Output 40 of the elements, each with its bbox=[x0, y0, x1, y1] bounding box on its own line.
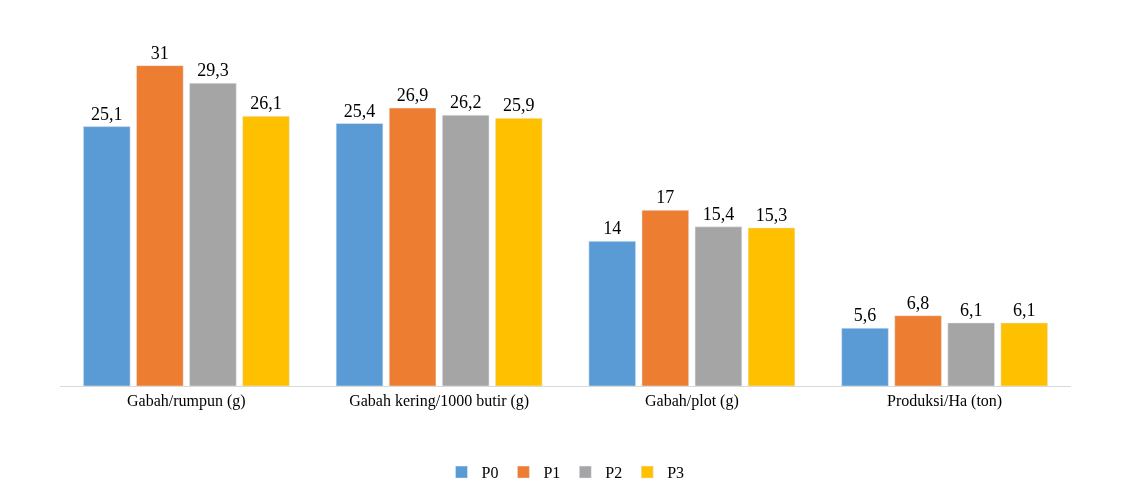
bar bbox=[894, 315, 942, 386]
data-label: 26,2 bbox=[449, 92, 482, 113]
bar bbox=[335, 123, 384, 386]
bar bbox=[388, 107, 437, 386]
x-tick-label: Produksi/Ha (ton) bbox=[887, 392, 1003, 411]
data-label: 14 bbox=[603, 218, 622, 239]
data-label: 6,1 bbox=[959, 299, 983, 320]
data-label: 25,9 bbox=[502, 95, 535, 116]
x-tick-label: Gabah/rumpun (g) bbox=[127, 392, 246, 411]
bar bbox=[694, 226, 743, 386]
bar bbox=[442, 114, 490, 386]
bar bbox=[841, 327, 889, 386]
data-label: 25,4 bbox=[343, 100, 376, 121]
x-tick-label: Gabah kering/1000 butir (g) bbox=[349, 392, 530, 411]
bar bbox=[947, 322, 995, 386]
data-label: 6,1 bbox=[1012, 299, 1036, 320]
bar bbox=[641, 210, 689, 386]
data-label: 25,1 bbox=[91, 103, 123, 124]
data-label: 31 bbox=[150, 42, 169, 63]
data-label: 6,8 bbox=[906, 292, 930, 313]
bar bbox=[136, 65, 184, 386]
data-label: 26,9 bbox=[396, 85, 429, 105]
bar bbox=[189, 82, 237, 386]
data-label: 26,1 bbox=[250, 93, 282, 114]
legend-label: P3 bbox=[667, 464, 685, 482]
bar bbox=[747, 227, 796, 386]
bar bbox=[242, 116, 290, 386]
bar bbox=[495, 118, 543, 386]
data-label: 5,6 bbox=[853, 305, 877, 326]
data-label: 29,3 bbox=[197, 60, 229, 81]
x-tick-label: Gabah/plot (g) bbox=[645, 392, 739, 411]
data-label: 15,4 bbox=[702, 203, 735, 224]
data-label: 15,3 bbox=[755, 204, 788, 225]
legend-label: P1 bbox=[543, 464, 561, 482]
data-label: 17 bbox=[656, 187, 675, 208]
legend-label: P2 bbox=[605, 464, 623, 482]
bar bbox=[83, 126, 131, 386]
bar bbox=[588, 241, 636, 386]
legend-label: P0 bbox=[481, 464, 499, 482]
bar bbox=[1000, 322, 1048, 386]
